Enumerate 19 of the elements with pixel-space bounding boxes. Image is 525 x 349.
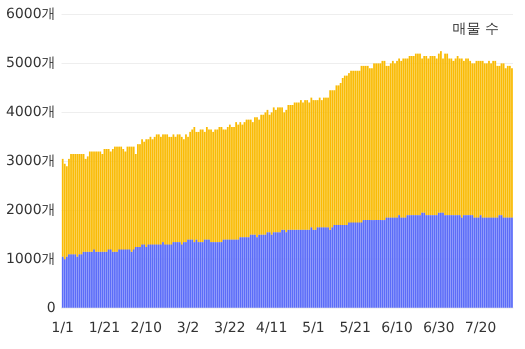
y-tick-label: 3000개 [6,152,56,169]
x-tick-label: 7/20 [464,320,496,336]
x-tick-label: 5/21 [340,320,371,336]
x-tick-label: 6/30 [423,320,455,336]
x-tick-label: 3/22 [214,320,246,336]
y-tick-label: 2000개 [6,202,56,218]
y-tick-label: 6000개 [6,6,56,22]
y-tick-label: 1000개 [6,250,56,267]
x-tick-label: 5/1 [302,320,325,336]
y-tick-label: 4000개 [6,104,56,120]
y-tick-label: 5000개 [6,55,56,72]
annotation: 매물 수 [452,21,499,38]
x-tick-label: 6/10 [381,320,413,336]
x-tick-label: 2/10 [130,320,162,336]
y-tick-label: 0 [46,300,56,316]
x-tick-label: 4/11 [256,320,288,336]
x-tick-label: 1/1 [51,320,74,336]
x-tick-label: 3/2 [176,320,200,336]
x-tick-label: 1/21 [88,320,120,336]
